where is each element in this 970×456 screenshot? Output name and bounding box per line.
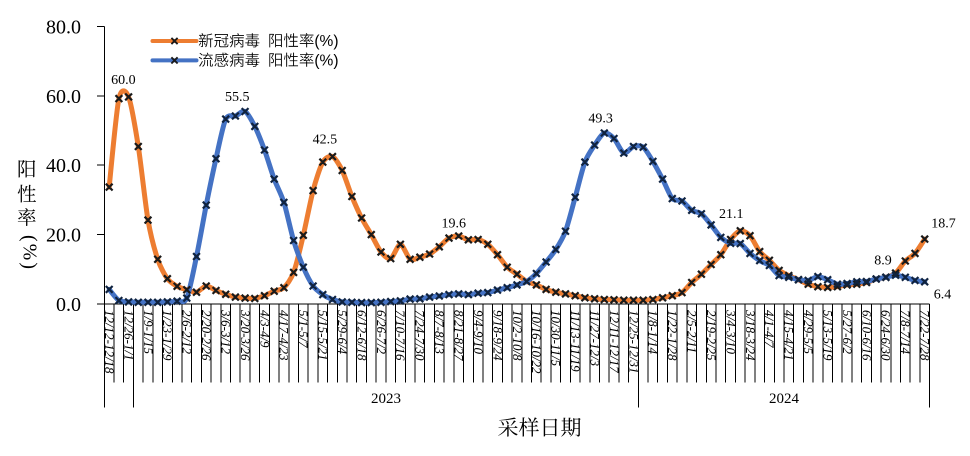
svg-text:1/8-1/14: 1/8-1/14 xyxy=(646,310,661,355)
svg-text:19.6: 19.6 xyxy=(442,216,467,231)
svg-text:18.7: 18.7 xyxy=(931,217,956,232)
svg-text:12/11-12/17: 12/11-12/17 xyxy=(607,310,622,373)
svg-text:(%): (%) xyxy=(19,235,41,271)
svg-text:1/9-1/15: 1/9-1/15 xyxy=(141,310,156,355)
svg-text:3/4-3/10: 3/4-3/10 xyxy=(723,309,738,355)
svg-text:1/22-1/28: 1/22-1/28 xyxy=(665,310,680,361)
svg-text:2/20-2/26: 2/20-2/26 xyxy=(199,310,214,361)
svg-text:6/12-6/18: 6/12-6/18 xyxy=(354,310,369,361)
svg-text:40.0: 40.0 xyxy=(46,155,81,177)
svg-text:5/1-5/7: 5/1-5/7 xyxy=(296,310,311,348)
svg-text:4/17-4/23: 4/17-4/23 xyxy=(277,310,292,361)
svg-text:0.0: 0.0 xyxy=(56,294,81,316)
svg-text:1/23-1/29: 1/23-1/29 xyxy=(160,310,175,361)
svg-text:5/15-5/21: 5/15-5/21 xyxy=(316,310,331,361)
svg-text:(%): (%) xyxy=(314,53,338,70)
svg-text:60.0: 60.0 xyxy=(46,86,81,108)
svg-text:10/16-10/22: 10/16-10/22 xyxy=(529,310,544,374)
svg-text:42.5: 42.5 xyxy=(313,133,338,148)
svg-text:49.3: 49.3 xyxy=(588,112,613,127)
svg-text:6.4: 6.4 xyxy=(934,288,952,303)
svg-text:2/19-2/25: 2/19-2/25 xyxy=(704,310,719,361)
svg-text:7/24-7/30: 7/24-7/30 xyxy=(413,310,428,361)
svg-text:4/29-5/5: 4/29-5/5 xyxy=(801,310,816,355)
svg-text:5/13-5/19: 5/13-5/19 xyxy=(821,310,836,361)
svg-text:80.0: 80.0 xyxy=(46,17,81,39)
svg-text:7/8-7/14: 7/8-7/14 xyxy=(898,310,913,355)
svg-text:60.0: 60.0 xyxy=(111,73,136,88)
svg-text:11/13-11/19: 11/13-11/19 xyxy=(568,310,583,372)
svg-text:10/30-11/5: 10/30-11/5 xyxy=(549,310,564,367)
svg-text:4/1-4/7: 4/1-4/7 xyxy=(762,310,777,348)
svg-text:3/6-3/12: 3/6-3/12 xyxy=(219,309,234,355)
svg-text:6/10-6/16: 6/10-6/16 xyxy=(859,310,874,361)
svg-text:10/2-10/8: 10/2-10/8 xyxy=(510,310,525,361)
svg-text:2024: 2024 xyxy=(769,391,800,407)
svg-text:5/27-6/2: 5/27-6/2 xyxy=(840,310,855,355)
svg-text:11/27-12/3: 11/27-12/3 xyxy=(587,310,602,367)
svg-text:2/6-2/12: 2/6-2/12 xyxy=(180,310,195,355)
svg-text:6/26-7/2: 6/26-7/2 xyxy=(374,310,389,355)
svg-text:12/12-12/18: 12/12-12/18 xyxy=(102,310,117,374)
svg-text:12/26-1/1: 12/26-1/1 xyxy=(121,310,136,361)
svg-text:2023: 2023 xyxy=(371,391,401,407)
svg-text:12/25-12/31: 12/25-12/31 xyxy=(626,310,641,374)
svg-text:3/18-3/24: 3/18-3/24 xyxy=(743,309,758,361)
svg-text:21.1: 21.1 xyxy=(719,207,744,222)
svg-text:6/24-6/30: 6/24-6/30 xyxy=(879,310,894,361)
svg-text:8/7-8/13: 8/7-8/13 xyxy=(432,310,447,355)
svg-text:9/18-9/24: 9/18-9/24 xyxy=(490,310,505,361)
svg-text:9/4-9/10: 9/4-9/10 xyxy=(471,310,486,355)
svg-text:4/15-4/21: 4/15-4/21 xyxy=(782,310,797,361)
svg-text:2/5-2/11: 2/5-2/11 xyxy=(685,310,700,353)
svg-text:3/20-3/26: 3/20-3/26 xyxy=(238,309,253,361)
svg-text:7/10-7/16: 7/10-7/16 xyxy=(393,310,408,361)
svg-text:8/21-8/27: 8/21-8/27 xyxy=(452,310,467,361)
svg-text:20.0: 20.0 xyxy=(46,225,81,247)
svg-text:4/3-4/9: 4/3-4/9 xyxy=(257,310,272,348)
svg-text:8.9: 8.9 xyxy=(874,254,892,269)
svg-text:55.5: 55.5 xyxy=(225,90,250,105)
svg-text:(%): (%) xyxy=(314,33,338,50)
svg-text:5/29-6/4: 5/29-6/4 xyxy=(335,310,350,355)
svg-text:7/22-7/28: 7/22-7/28 xyxy=(918,310,933,361)
